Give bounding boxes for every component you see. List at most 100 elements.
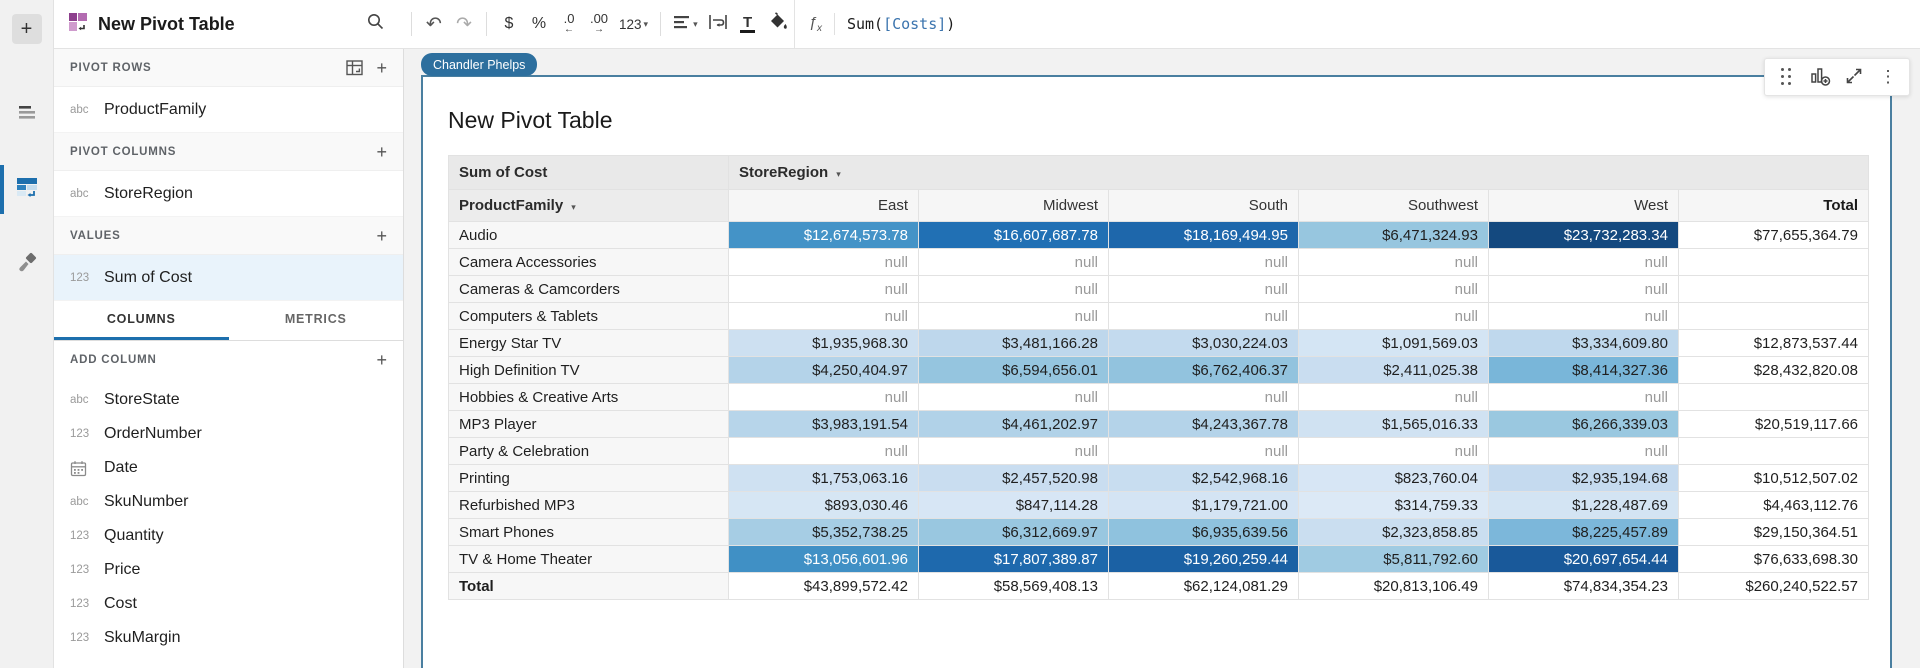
- element-title[interactable]: New Pivot Table: [448, 107, 613, 133]
- column-item-skumargin[interactable]: 123 SkuMargin: [54, 621, 403, 655]
- pivot-value-cell[interactable]: $6,471,324.93: [1298, 221, 1489, 249]
- pivot-value-cell[interactable]: $16,607,687.78: [918, 221, 1109, 249]
- formula-text[interactable]: Sum([Costs]): [846, 15, 956, 33]
- pivot-value-cell[interactable]: null: [918, 248, 1109, 276]
- pivot-value-cell[interactable]: $823,760.04: [1298, 464, 1489, 492]
- add-pivot-column-button[interactable]: +: [376, 141, 387, 162]
- pivot-value-cell[interactable]: $260,240,522.57: [1678, 572, 1869, 600]
- pivot-value-cell[interactable]: $10,512,507.02: [1678, 464, 1869, 492]
- pivot-value-cell[interactable]: $3,334,609.80: [1488, 329, 1679, 357]
- pivot-row-label[interactable]: Hobbies & Creative Arts: [448, 383, 729, 411]
- add-column-button[interactable]: +: [376, 350, 387, 370]
- pivot-value-cell[interactable]: $58,569,408.13: [918, 572, 1109, 600]
- pivot-value-cell[interactable]: $20,519,117.66: [1678, 410, 1869, 438]
- create-child-chart-button[interactable]: [1805, 62, 1835, 92]
- pivot-value-cell[interactable]: $3,481,166.28: [918, 329, 1109, 357]
- pivot-value-cell[interactable]: $17,807,389.87: [918, 545, 1109, 573]
- tab-columns[interactable]: COLUMNS: [54, 301, 229, 340]
- pivot-row-label[interactable]: Energy Star TV: [448, 329, 729, 357]
- column-item-quantity[interactable]: 123 Quantity: [54, 519, 403, 553]
- pivot-value-cell[interactable]: $5,352,738.25: [728, 518, 919, 546]
- column-header-east[interactable]: East: [728, 189, 919, 222]
- pivot-value-cell[interactable]: $29,150,364.51: [1678, 518, 1869, 546]
- column-item-cost[interactable]: 123 Cost: [54, 587, 403, 621]
- fill-color-button[interactable]: [763, 7, 794, 41]
- pivot-value-cell[interactable]: $1,565,016.33: [1298, 410, 1489, 438]
- column-item-date[interactable]: Date: [54, 451, 403, 485]
- add-page-button[interactable]: +: [11, 14, 42, 44]
- pivot-value-cell[interactable]: $2,323,858.85: [1298, 518, 1489, 546]
- pivot-row-label[interactable]: Audio: [448, 221, 729, 249]
- element-menu-button[interactable]: ⋮: [1873, 62, 1903, 92]
- pivot-value-cell[interactable]: null: [1108, 383, 1299, 411]
- column-header-southwest[interactable]: Southwest: [1298, 189, 1489, 222]
- pivot-value-cell[interactable]: null: [1298, 302, 1489, 330]
- text-color-button[interactable]: T: [733, 7, 763, 41]
- pivot-value-cell[interactable]: null: [728, 437, 919, 465]
- pivot-value-cell[interactable]: $314,759.33: [1298, 491, 1489, 519]
- pivot-value-cell[interactable]: null: [728, 302, 919, 330]
- pivot-row-label[interactable]: Refurbished MP3: [448, 491, 729, 519]
- pivot-value-cell[interactable]: [1678, 275, 1869, 303]
- pivot-value-cell[interactable]: $19,260,259.44: [1108, 545, 1299, 573]
- pivot-value-cell[interactable]: $1,935,968.30: [728, 329, 919, 357]
- formula-bar[interactable]: ƒx Sum([Costs]): [793, 0, 1920, 48]
- pivot-row-label[interactable]: Camera Accessories: [448, 248, 729, 276]
- pivot-value-cell[interactable]: [1678, 383, 1869, 411]
- pivot-value-cell[interactable]: null: [1488, 248, 1679, 276]
- pivot-value-cell[interactable]: $8,225,457.89: [1488, 518, 1679, 546]
- pivot-value-cell[interactable]: null: [1488, 275, 1679, 303]
- pivot-value-cell[interactable]: $1,228,487.69: [1488, 491, 1679, 519]
- pivot-row-label[interactable]: Printing: [448, 464, 729, 492]
- pivot-layout-button[interactable]: [346, 59, 364, 76]
- pivot-value-cell[interactable]: $6,312,669.97: [918, 518, 1109, 546]
- pivot-row-label[interactable]: Smart Phones: [448, 518, 729, 546]
- pivot-value-cell[interactable]: $893,030.46: [728, 491, 919, 519]
- pivot-value-cell[interactable]: null: [1108, 248, 1299, 276]
- measure-header-cell[interactable]: Sum of Cost: [448, 155, 729, 190]
- row-dimension-header[interactable]: ProductFamily ▾: [448, 189, 729, 222]
- outline-panel-button[interactable]: [0, 96, 53, 133]
- pivot-value-cell[interactable]: $6,266,339.03: [1488, 410, 1679, 438]
- pivot-column-field[interactable]: abc StoreRegion: [54, 171, 403, 217]
- search-button[interactable]: [360, 7, 390, 41]
- pivot-row-label[interactable]: Party & Celebration: [448, 437, 729, 465]
- pivot-value-cell[interactable]: $3,983,191.54: [728, 410, 919, 438]
- pivot-value-cell[interactable]: null: [1108, 275, 1299, 303]
- tab-metrics[interactable]: METRICS: [284, 312, 347, 326]
- pivot-value-cell[interactable]: $77,655,364.79: [1678, 221, 1869, 249]
- pivot-value-cell[interactable]: $5,811,792.60: [1298, 545, 1489, 573]
- pivot-value-cell[interactable]: $12,674,573.78: [728, 221, 919, 249]
- pivot-value-cell[interactable]: $62,124,081.29: [1108, 572, 1299, 600]
- pivot-table-element[interactable]: New Pivot Table Sum of Cost StoreRegion ▾ P…: [421, 75, 1892, 668]
- pivot-row-label[interactable]: Total: [448, 572, 729, 600]
- pivot-value-cell[interactable]: $2,411,025.38: [1298, 356, 1489, 384]
- pivot-value-cell[interactable]: $8,414,327.36: [1488, 356, 1679, 384]
- pivot-value-cell[interactable]: null: [918, 437, 1109, 465]
- pivot-value-cell[interactable]: $1,753,063.16: [728, 464, 919, 492]
- pivot-value-cell[interactable]: $76,633,698.30: [1678, 545, 1869, 573]
- pivot-value-cell[interactable]: null: [728, 275, 919, 303]
- pivot-value-cell[interactable]: $18,169,494.95: [1108, 221, 1299, 249]
- pivot-value-cell[interactable]: $20,697,654.44: [1488, 545, 1679, 573]
- column-item-skunumber[interactable]: abc SkuNumber: [54, 485, 403, 519]
- column-item-storestate[interactable]: abc StoreState: [54, 383, 403, 417]
- pivot-value-cell[interactable]: null: [728, 248, 919, 276]
- pivot-value-cell[interactable]: $4,250,404.97: [728, 356, 919, 384]
- column-dimension-header[interactable]: StoreRegion ▾: [728, 155, 1869, 190]
- pivot-row-field[interactable]: abc ProductFamily: [54, 87, 403, 133]
- pivot-value-cell[interactable]: $13,056,601.96: [728, 545, 919, 573]
- value-field-sum-of-cost[interactable]: 123 Sum of Cost: [54, 255, 403, 301]
- drag-handle[interactable]: [1771, 62, 1801, 92]
- pivot-value-cell[interactable]: [1678, 302, 1869, 330]
- pivot-value-cell[interactable]: $4,461,202.97: [918, 410, 1109, 438]
- pivot-value-cell[interactable]: null: [1108, 437, 1299, 465]
- pivot-value-cell[interactable]: $4,243,367.78: [1108, 410, 1299, 438]
- pivot-value-cell[interactable]: $1,179,721.00: [1108, 491, 1299, 519]
- add-pivot-row-button[interactable]: +: [376, 57, 387, 78]
- pivot-value-cell[interactable]: $23,732,283.34: [1488, 221, 1679, 249]
- pivot-value-cell[interactable]: $6,935,639.56: [1108, 518, 1299, 546]
- pivot-value-cell[interactable]: null: [918, 302, 1109, 330]
- redo-button[interactable]: ↷: [449, 7, 479, 41]
- page-title[interactable]: New Pivot Table: [98, 13, 235, 34]
